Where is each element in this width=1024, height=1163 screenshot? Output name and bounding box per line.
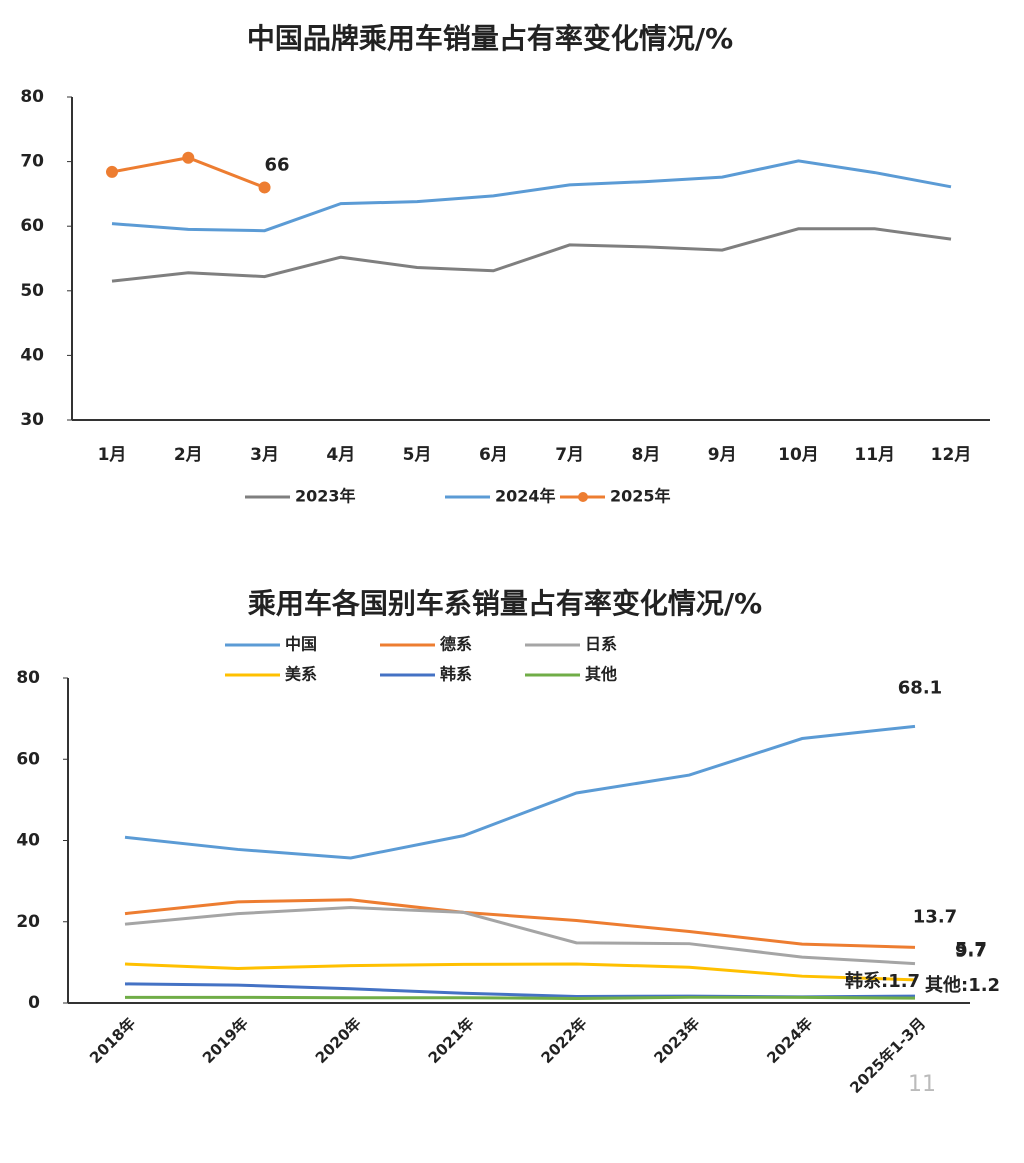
x-tick-label: 10月 [778,445,819,465]
y-tick-label: 60 [20,216,44,236]
data-label: 68.1 [898,677,942,698]
series-line [111,159,952,233]
legend-label: 2023年 [295,487,356,506]
data-label: 13.7 [913,906,957,927]
x-tick-label: 5月 [403,445,432,465]
y-tick-label: 0 [28,993,40,1013]
legend-label: 2024年 [495,487,556,506]
x-tick-label: 2018年 [86,1014,139,1067]
chart-title: 中国品牌乘用车销量占有率变化情况/% [247,22,733,55]
data-label: 韩系:1.7 [845,970,920,992]
series-line [124,724,916,860]
x-tick-label: 8月 [631,445,660,465]
y-tick-label: 40 [20,345,44,365]
data-label: 其他:1.2 [925,974,1000,996]
legend-label: 中国 [285,635,317,654]
x-tick-label: 1月 [98,445,127,465]
legend-label: 2025年 [610,487,671,506]
x-tick-label: 2020年 [312,1014,365,1067]
page-number: 11 [908,1072,936,1097]
series-line [124,906,916,966]
legend-label: 德系 [440,635,472,654]
data-label: 9.7 [955,941,987,962]
x-tick-label: 9月 [708,445,737,465]
series-line [124,982,916,999]
x-tick-label: 3月 [250,445,279,465]
point [258,181,271,194]
y-tick-label: 70 [20,152,44,172]
y-tick-label: 40 [16,831,40,851]
point [106,165,118,178]
legend-label: 美系 [285,665,317,684]
chart-title: 乘用车各国别车系销量占有率变化情况/% [248,587,762,620]
x-tick-label: 2024年 [763,1014,816,1067]
legend-label: 韩系 [440,665,472,684]
y-tick-label: 20 [16,912,40,932]
x-tick-label: 2023年 [650,1014,703,1067]
data-label: 66 [265,154,290,175]
y-tick-label: 30 [20,410,44,430]
series-line [124,898,916,949]
point [182,151,195,164]
x-tick-label: 12月 [931,445,972,465]
x-tick-label: 7月 [555,445,584,465]
y-tick-label: 60 [16,749,40,769]
legend-label: 日系 [585,635,617,654]
legend-label: 其他 [585,665,617,684]
y-tick-label: 80 [16,668,40,688]
data-label: 5.7 [955,939,987,960]
x-tick-label: 2021年 [425,1014,478,1067]
y-tick-label: 80 [20,87,44,107]
legend-marker [578,492,588,502]
series-line [111,227,952,283]
x-tick-label: 11月 [854,445,895,465]
x-tick-label: 2022年 [538,1014,591,1067]
x-tick-label: 2019年 [199,1014,252,1067]
series-line [125,995,916,1001]
series-line [124,962,916,982]
y-tick-label: 50 [20,281,44,301]
x-tick-label: 2月 [174,445,203,465]
x-tick-label: 6月 [479,445,508,465]
x-tick-label: 4月 [326,445,355,465]
